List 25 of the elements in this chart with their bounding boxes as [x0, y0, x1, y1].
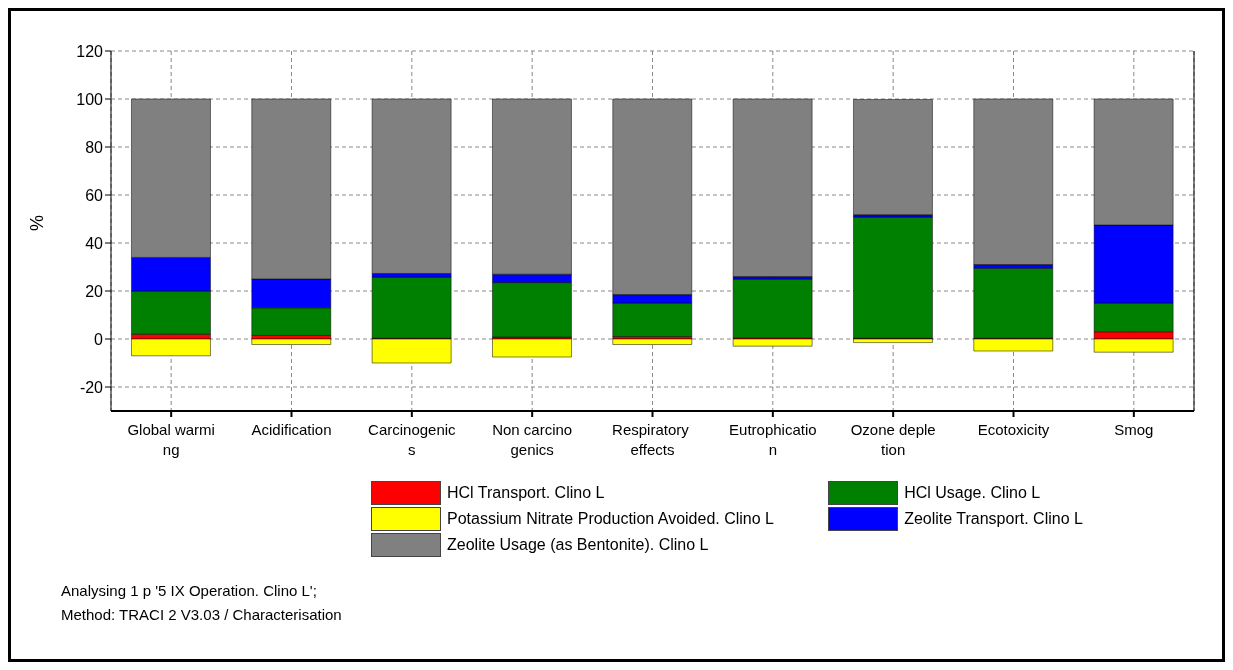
x-tick-label: Non carcinogenics: [492, 421, 573, 458]
x-tick-label: Ozone depletion: [850, 421, 936, 458]
text: Analysing 1 p '5 IX Operation. Clino L';: [61, 581, 318, 601]
legend-label: Zeolite Transport. Clino L: [904, 510, 1083, 528]
legend-label: HCl Usage. Clino L: [904, 484, 1041, 502]
y-tick-label: 100: [76, 90, 104, 108]
x-tick-label: Carcinogenics: [368, 421, 457, 458]
x-tick-label: Acidification: [251, 421, 332, 438]
legend-label: Zeolite Usage (as Bentonite). Clino L: [447, 536, 709, 554]
y-tick-label: 20: [85, 282, 104, 300]
legend-label: Potassium Nitrate Production Avoided. Clino L: [447, 510, 774, 528]
x-tick-label: Eutrophication: [729, 421, 817, 458]
y-axis-title: %: [27, 214, 48, 231]
x-tick-label: Respiratory effects: [612, 421, 693, 458]
y-tick-label: 120: [76, 42, 104, 60]
text: Method: TRACI 2 V3.03 / Characterisation: [61, 605, 343, 625]
x-tick-label: Smog: [1114, 421, 1154, 438]
x-tick-label: Global warming: [127, 421, 215, 458]
y-tick-label: 40: [85, 234, 104, 252]
legend-label: HCl Transport. Clino L: [447, 484, 605, 502]
y-tick-label: 80: [85, 138, 104, 156]
x-tick-label: Ecotoxicity: [977, 421, 1050, 438]
y-tick-label: -20: [79, 378, 104, 396]
y-tick-label: 60: [85, 186, 104, 204]
y-tick-label: 0: [94, 330, 104, 348]
